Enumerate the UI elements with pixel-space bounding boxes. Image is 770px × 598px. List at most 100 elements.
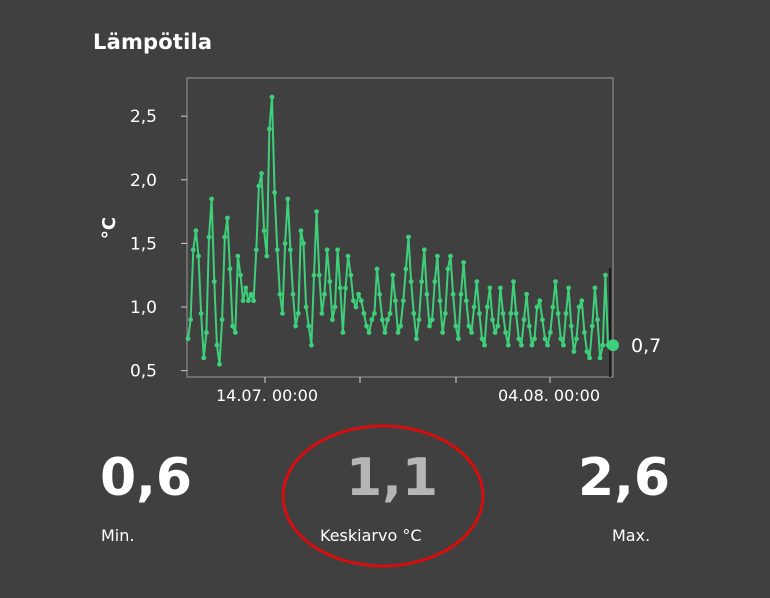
data-point <box>356 291 361 297</box>
data-point <box>288 247 293 253</box>
data-point <box>290 291 296 297</box>
data-point <box>429 317 435 323</box>
data-point <box>416 317 422 323</box>
y-axis-label: °C <box>99 217 120 239</box>
data-point <box>311 272 317 278</box>
data-point <box>442 311 448 316</box>
data-point <box>259 171 264 176</box>
data-point <box>232 330 238 335</box>
data-point <box>513 311 519 316</box>
data-point <box>529 342 535 348</box>
data-point <box>600 342 606 348</box>
data-point <box>479 336 485 342</box>
data-point <box>272 190 277 195</box>
data-point <box>589 323 595 329</box>
data-point <box>540 317 545 323</box>
data-point <box>274 247 280 253</box>
data-point <box>595 317 600 323</box>
data-point <box>337 285 343 291</box>
data-point <box>390 272 396 278</box>
data-point <box>398 323 403 329</box>
data-point <box>574 336 579 342</box>
data-point <box>603 272 608 278</box>
data-point <box>469 330 474 335</box>
data-point <box>193 228 199 234</box>
data-point <box>414 336 419 342</box>
data-point <box>487 285 493 291</box>
data-point <box>534 304 540 310</box>
data-point <box>582 330 587 335</box>
data-point <box>508 311 514 316</box>
min-label: Min. <box>101 526 135 545</box>
data-point <box>505 342 511 348</box>
data-point <box>566 285 571 291</box>
data-point <box>532 336 537 342</box>
data-point <box>314 209 319 215</box>
data-point <box>537 298 543 304</box>
data-point <box>495 323 501 329</box>
data-point <box>282 241 288 246</box>
data-point <box>369 317 375 323</box>
data-point <box>379 317 385 323</box>
data-point <box>351 298 356 304</box>
data-point <box>330 317 335 323</box>
data-point <box>316 272 322 278</box>
data-point <box>463 298 469 304</box>
data-point <box>248 291 254 297</box>
data-point <box>188 317 194 323</box>
data-point <box>393 298 398 304</box>
data-point <box>309 342 314 348</box>
data-point <box>293 323 298 329</box>
average-label: Keskiarvo °C <box>320 526 422 545</box>
y-tick-label: 1,0 <box>130 298 157 318</box>
data-point <box>382 330 388 335</box>
data-point <box>211 279 217 284</box>
data-point <box>516 336 522 342</box>
data-point <box>306 323 312 329</box>
y-tick-label: 2,0 <box>130 171 157 191</box>
data-point <box>432 279 438 284</box>
data-point <box>230 323 236 329</box>
data-point <box>474 279 480 284</box>
data-point <box>456 336 461 342</box>
temperature-series-line <box>187 96 609 366</box>
data-point <box>421 247 427 253</box>
data-point <box>403 266 409 272</box>
data-point <box>550 304 556 310</box>
data-point <box>490 317 495 323</box>
data-point <box>235 253 241 259</box>
data-point <box>561 342 566 348</box>
data-point <box>435 253 440 259</box>
data-point <box>209 196 215 202</box>
data-point <box>448 253 453 259</box>
x-tick-label: 14.07. 00:00 <box>216 386 318 405</box>
data-point <box>251 298 256 304</box>
plot-frame <box>186 77 614 378</box>
data-point <box>217 361 222 367</box>
data-point <box>542 336 548 342</box>
data-point <box>453 323 459 329</box>
data-point <box>492 330 498 335</box>
data-point <box>568 323 574 329</box>
y-tick-label: 1,5 <box>130 234 157 254</box>
data-point <box>261 228 267 234</box>
data-point <box>466 323 472 329</box>
data-point <box>364 323 369 329</box>
data-point <box>526 323 532 329</box>
data-point <box>482 342 487 348</box>
data-point <box>477 311 482 316</box>
data-point <box>256 183 262 189</box>
data-point <box>204 330 209 335</box>
data-point <box>511 279 516 284</box>
y-tick-label: 2,5 <box>130 107 157 127</box>
data-point <box>246 298 251 304</box>
data-point <box>587 355 592 361</box>
data-point <box>372 311 377 316</box>
data-point <box>395 330 401 335</box>
data-point <box>558 336 564 342</box>
data-point <box>553 279 558 284</box>
data-point <box>303 304 309 310</box>
x-tick-label: 04.08. 00:00 <box>498 386 600 405</box>
data-point <box>377 291 382 297</box>
